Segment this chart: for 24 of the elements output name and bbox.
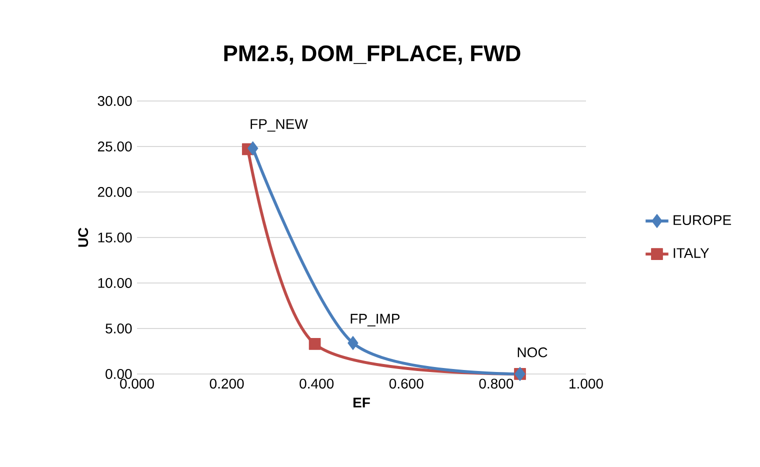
- legend-label: ITALY: [674, 248, 710, 258]
- legend-label: EUROPE: [674, 215, 732, 226]
- y-tick-label: 25.00: [98, 142, 132, 152]
- x-axis-title: EF: [354, 398, 370, 408]
- annotation: FP_IMP: [350, 314, 400, 326]
- y-tick-label: 20.00: [98, 187, 132, 197]
- annotation: FP_NEW: [250, 119, 308, 132]
- y-tick-label: 10.00: [98, 278, 132, 288]
- chart-title: PM2.5, DOM_FPLACE, FWD: [224, 45, 520, 65]
- y-tick-label: 0.00: [106, 369, 132, 379]
- x-tick-label: 0.000: [120, 378, 154, 389]
- y-axis-title: UC: [78, 228, 88, 247]
- point: [348, 336, 358, 350]
- x-tick-label: 1.000: [570, 378, 603, 389]
- x-tick-label: 0.600: [389, 378, 424, 389]
- point: [308, 338, 321, 350]
- x-tick-label: 0.800: [479, 378, 514, 389]
- x-tick-label: 0.200: [210, 378, 244, 389]
- y-tick-label: 15.00: [98, 232, 132, 242]
- x-tick-label: 0.400: [300, 378, 334, 389]
- point: [248, 141, 258, 156]
- annotation: NOC: [518, 347, 548, 358]
- y-tick-label: 5.00: [106, 324, 132, 334]
- y-tick-label: 30.00: [98, 96, 132, 106]
